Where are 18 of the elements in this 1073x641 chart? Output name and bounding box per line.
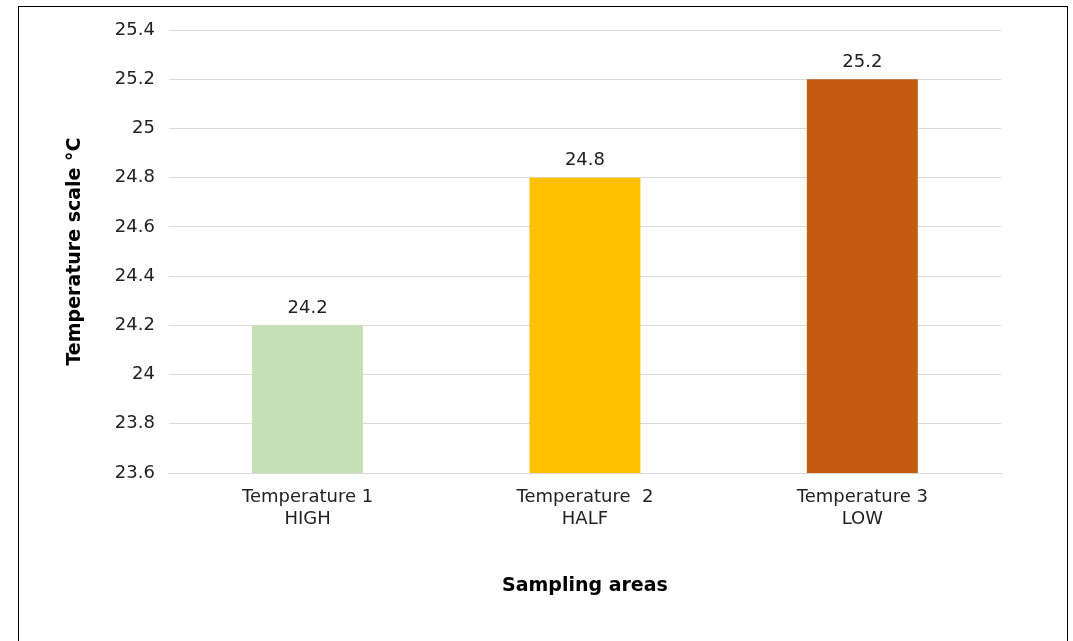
- y-tick-label: 24.8: [114, 165, 155, 187]
- y-tick-label: 23.6: [114, 460, 155, 482]
- y-tick-label: 24.2: [114, 313, 155, 335]
- y-axis-title: Temperature scale °C: [62, 137, 85, 366]
- y-tick-label: 25.4: [114, 17, 155, 39]
- y-tick-label: 24.4: [114, 263, 155, 285]
- x-tick-label: Temperature 2 HALF: [515, 485, 654, 529]
- y-tick-label: 25: [131, 116, 155, 138]
- y-tick-label: 23.8: [114, 411, 155, 433]
- x-axis-title: Sampling areas: [501, 572, 668, 595]
- data-label: 24.8: [564, 148, 605, 170]
- y-tick-label: 24: [131, 362, 155, 384]
- x-tick-label: Temperature 3 LOW: [795, 485, 928, 529]
- y-tick-label: 25.2: [114, 66, 155, 88]
- data-label: 25.2: [842, 49, 883, 71]
- y-tick-label: 24.6: [114, 214, 155, 236]
- x-tick-label: Temperature 1 HIGH: [240, 485, 374, 529]
- data-label: 24.2: [287, 296, 328, 318]
